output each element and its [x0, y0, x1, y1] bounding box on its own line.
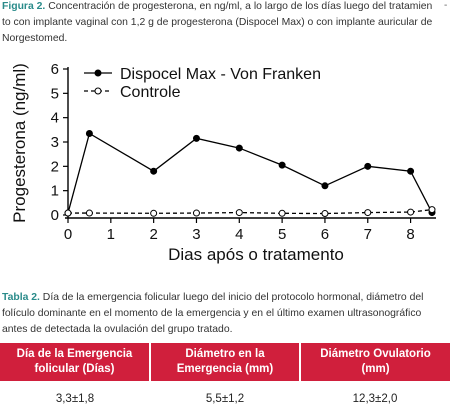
cell-emergence-day: 3,3±1,8	[0, 381, 150, 415]
x-tick-label: 0	[64, 226, 72, 243]
edge-dash-mark: -	[444, 0, 448, 11]
table-row: 3,3±1,8 5,5±1,2 12,3±2,0	[0, 381, 450, 415]
legend-marker-1	[94, 69, 102, 77]
x-tick-label: 6	[321, 226, 329, 243]
header-ovulatory-diameter: Diámetro Ovulatorio (mm)	[300, 343, 450, 382]
x-axis-title: Dias após o tratamento	[168, 245, 344, 264]
header-emergence-diameter: Diámetro en la Emergencia (mm)	[150, 343, 301, 382]
x-tick-label: 2	[149, 226, 157, 243]
series-line-2	[68, 209, 433, 215]
legend-label-2: Controle	[120, 84, 181, 101]
series-2-point	[364, 209, 372, 217]
cell-emergence-diameter: 5,5±1,2	[150, 381, 300, 415]
header-emergence-day: Día de la Emergencia folicular (Días)	[0, 343, 151, 382]
figure-label: Figura 2.	[2, 1, 46, 12]
series-1-point	[364, 162, 372, 170]
figure-caption: Figura 2. Concentración de progesterona,…	[2, 0, 442, 47]
y-axis-title: Progesterona (ng/ml)	[10, 63, 29, 223]
series-line-1	[67, 132, 433, 214]
y-tick-label: 1	[51, 183, 59, 200]
series-2-point	[428, 206, 436, 214]
series-1-point	[407, 167, 415, 175]
series-1-point	[235, 144, 243, 152]
y-tick-label: 4	[51, 110, 59, 127]
table-label: Tabla 2.	[2, 292, 40, 303]
x-tick-label: 7	[364, 226, 372, 243]
x-tick-label: 5	[278, 226, 286, 243]
series-1-point	[278, 161, 286, 169]
series-1-point	[321, 182, 329, 190]
table-header-row: Día de la Emergencia folicular (Días) Di…	[0, 343, 450, 382]
series-1-point	[192, 134, 200, 142]
series-2-point	[235, 209, 243, 217]
results-table: Día de la Emergencia folicular (Días) Di…	[0, 343, 450, 415]
legend-marker-2	[94, 87, 102, 95]
y-tick-label: 0	[51, 207, 59, 224]
figure-caption-text: Concentración de progesterona, en ng/ml,…	[2, 1, 433, 44]
legend-label-1: Dispocel Max - Von Franken	[120, 66, 321, 83]
x-tick-label: 8	[406, 226, 414, 243]
series-2-point	[64, 209, 72, 217]
cell-ovulatory-diameter: 12,3±2,0	[300, 381, 450, 415]
y-tick-label: 5	[51, 85, 59, 102]
x-tick-label: 1	[107, 226, 115, 243]
series-2-point	[85, 209, 93, 217]
progesterone-line-chart: 0 1 2 3 4 5 6 0 1 2 3 4 5 6 7 8 Dias após o tratamento Pr…	[10, 61, 436, 264]
x-tick-label: 3	[192, 226, 200, 243]
series-2-point	[407, 208, 415, 216]
y-tick-label: 2	[51, 158, 59, 175]
table-caption: Tabla 2. Día de la emergencia folicular …	[2, 290, 442, 338]
series-1-point	[150, 167, 158, 175]
x-tick-label: 4	[235, 226, 243, 243]
y-tick-label: 6	[51, 61, 59, 78]
series-2-point	[321, 210, 329, 218]
series-2-point	[150, 209, 158, 217]
series-2-point	[278, 209, 286, 217]
table-caption-text: Día de la emergencia folicular luego del…	[2, 292, 424, 335]
series-2-point	[192, 209, 200, 217]
series-1-point	[85, 129, 93, 137]
y-tick-label: 3	[51, 134, 59, 151]
